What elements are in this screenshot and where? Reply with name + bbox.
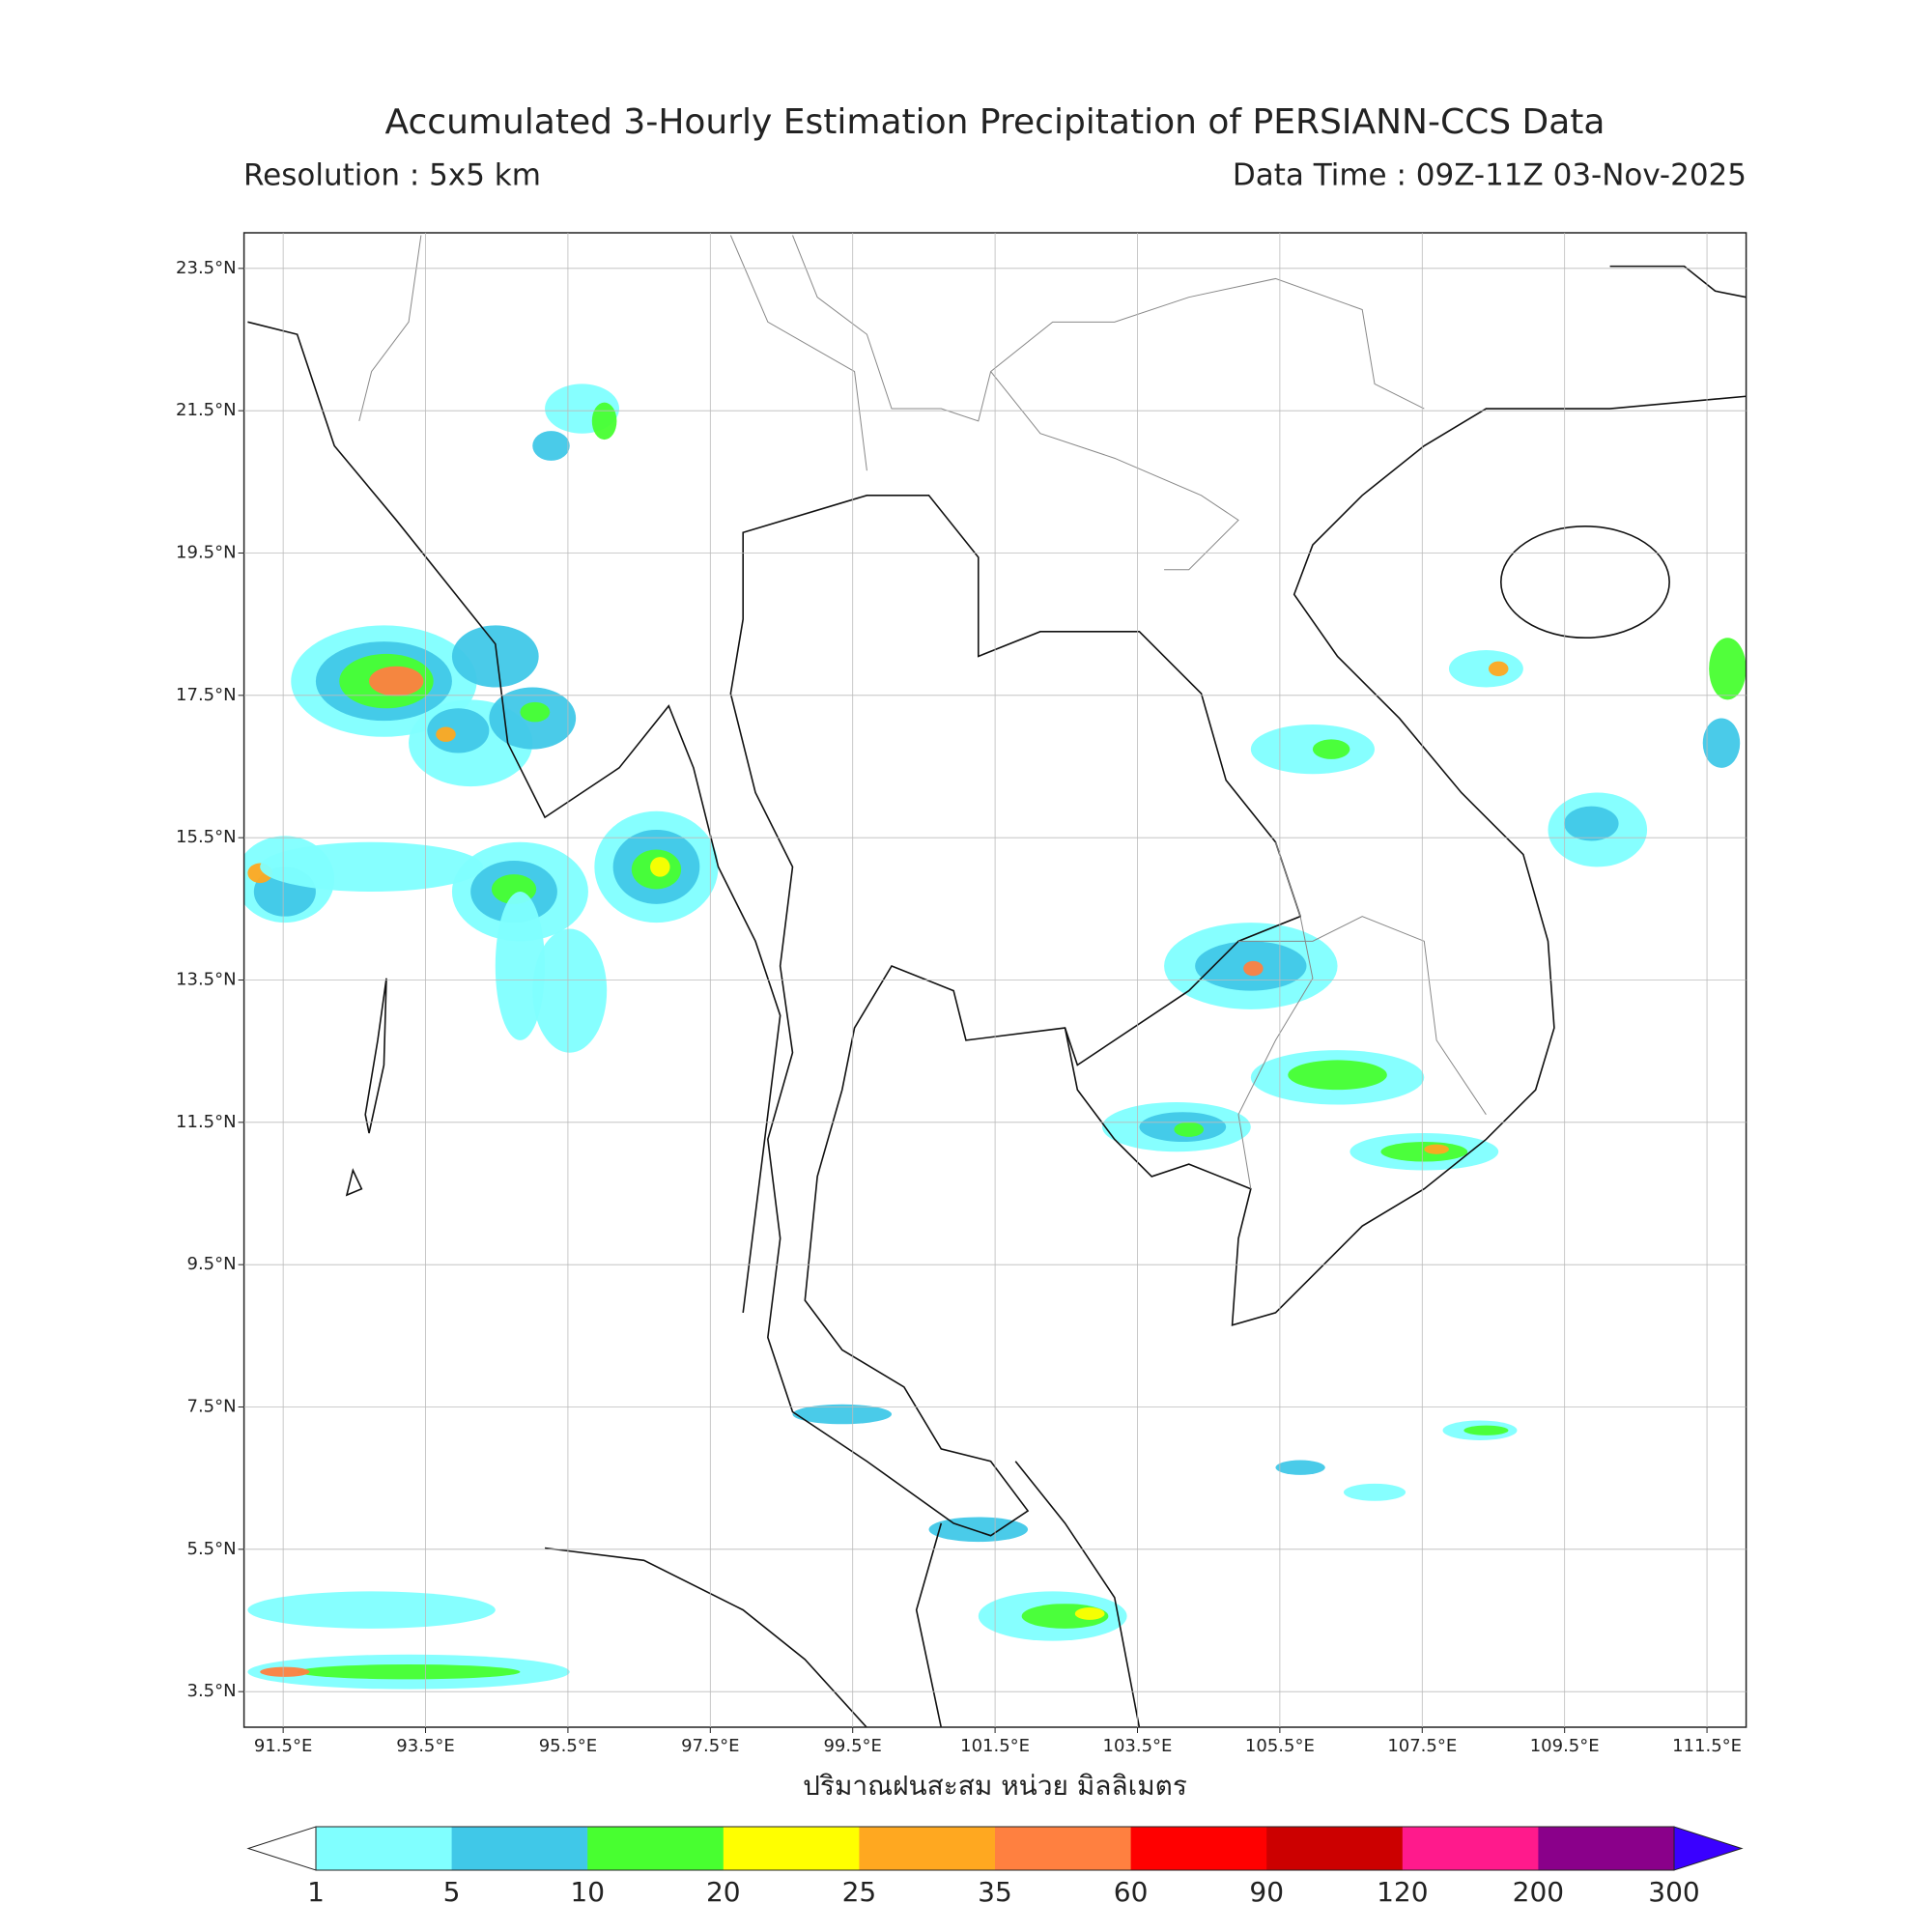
geography: [247, 236, 1746, 1728]
resolution: Resolution : 5x5 km: [243, 158, 541, 193]
coastline-china: [1610, 267, 1747, 298]
y-tick-label: 19.5°N: [176, 543, 237, 563]
rain-area: [1448, 650, 1523, 688]
colorbar-under: [246, 1826, 317, 1871]
colorbar-tick-label: 1: [307, 1876, 325, 1908]
rain-area: [1709, 638, 1747, 700]
colorbar-segment: [1130, 1827, 1267, 1870]
rain-area: [532, 928, 608, 1053]
colorbar-segment: [723, 1827, 860, 1870]
y-tick-label: 15.5°N: [176, 827, 237, 847]
y-tick-label: 13.5°N: [176, 970, 237, 990]
colorbar-segment: [1402, 1827, 1539, 1870]
map-area: [243, 236, 1747, 1728]
rain-area: [792, 1404, 893, 1425]
coastline-thailand: [730, 496, 1300, 1536]
y-tick-label: 7.5°N: [187, 1397, 237, 1417]
colorbar-tick-label: 35: [978, 1876, 1012, 1908]
coastline-malaysia: [917, 1462, 1140, 1728]
rain-area: [1463, 1425, 1509, 1435]
colorbar-tick-label: 200: [1513, 1876, 1564, 1908]
rain-area: [369, 666, 424, 696]
rain-area: [1288, 1060, 1387, 1091]
y-tick-label: 3.5°N: [187, 1681, 237, 1701]
coastline-sumatra: [545, 1548, 867, 1728]
rain-area: [1564, 806, 1619, 841]
x-tick-label: 107.5°E: [1387, 1736, 1457, 1756]
colorbar-frame: [315, 1826, 1675, 1871]
x-tick-label: 99.5°E: [823, 1736, 881, 1756]
y-tick-label: 9.5°N: [187, 1254, 237, 1274]
x-tick-label: 91.5°E: [254, 1736, 312, 1756]
rain-area: [1424, 1144, 1449, 1154]
y-tick-label: 23.5°N: [176, 258, 237, 278]
colorbar-tick-label: 60: [1114, 1876, 1149, 1908]
coastline-vietnam: [1065, 396, 1747, 1325]
rain-area: [436, 726, 456, 742]
rain-area: [650, 857, 670, 877]
rain-area: [591, 402, 617, 440]
rain-area: [1174, 1122, 1205, 1137]
y-tick-label: 17.5°N: [176, 685, 237, 705]
rain-area: [260, 1666, 310, 1677]
rain-layer: [243, 384, 1747, 1690]
rain-area: [297, 1664, 521, 1680]
coastline-myanmar: [247, 322, 780, 1313]
rain-area: [247, 1591, 496, 1629]
x-tick-label: 111.5°E: [1672, 1736, 1742, 1756]
data-time: Data Time : 09Z-11Z 03-Nov-2025: [1233, 158, 1747, 193]
rain-area: [1243, 960, 1264, 977]
rain-area: [495, 892, 546, 1040]
x-tick-label: 95.5°E: [539, 1736, 597, 1756]
hainan: [1501, 526, 1669, 638]
rain-area: [520, 701, 551, 723]
x-tick-label: 105.5°E: [1245, 1736, 1315, 1756]
rain-area: [1488, 661, 1509, 676]
rain-area: [1343, 1483, 1406, 1501]
y-tick-label: 11.5°N: [176, 1112, 237, 1132]
x-tick-label: 101.5°E: [960, 1736, 1030, 1756]
colorbar-tick-label: 300: [1648, 1876, 1699, 1908]
colorbar-segment: [587, 1827, 724, 1870]
colorbar-tick-label: 120: [1377, 1876, 1428, 1908]
x-tick-label: 97.5°E: [681, 1736, 739, 1756]
colorbar-segment: [451, 1827, 588, 1870]
rain-area: [1380, 1142, 1468, 1162]
y-tick-label: 21.5°N: [176, 400, 237, 420]
rain-area: [451, 625, 539, 688]
title: Accumulated 3-Hourly Estimation Precipit…: [385, 102, 1605, 142]
andaman-islands: [347, 979, 386, 1195]
y-tick-label: 5.5°N: [187, 1539, 237, 1559]
colorbar-tick-label: 10: [570, 1876, 605, 1908]
colorbar-segment: [316, 1827, 453, 1870]
x-tick-label: 93.5°E: [396, 1736, 454, 1756]
rain-area: [1074, 1607, 1105, 1620]
rain-area: [1275, 1460, 1325, 1475]
colorbar-tick-label: 20: [706, 1876, 741, 1908]
colorbar-segment: [1538, 1827, 1675, 1870]
rain-area: [1312, 739, 1350, 759]
x-tick-label: 103.5°E: [1103, 1736, 1173, 1756]
rain-area: [427, 708, 490, 753]
colorbar-segment: [859, 1827, 996, 1870]
colorbar-label: ปริมาณฝนสะสม หน่วย มิลลิเมตร: [803, 1770, 1187, 1802]
colorbar-tick-label: 5: [443, 1876, 461, 1908]
colorbar-segment: [1266, 1827, 1404, 1870]
rain-area: [1702, 718, 1741, 768]
rain-area: [260, 841, 483, 893]
colorbar-tick-label: 25: [842, 1876, 877, 1908]
colorbar-tick-label: 90: [1249, 1876, 1284, 1908]
borders: [359, 236, 1487, 1189]
colorbar-over: [1673, 1826, 1744, 1871]
rain-area: [532, 431, 570, 461]
colorbar-segment: [995, 1827, 1132, 1870]
x-tick-label: 109.5°E: [1530, 1736, 1600, 1756]
